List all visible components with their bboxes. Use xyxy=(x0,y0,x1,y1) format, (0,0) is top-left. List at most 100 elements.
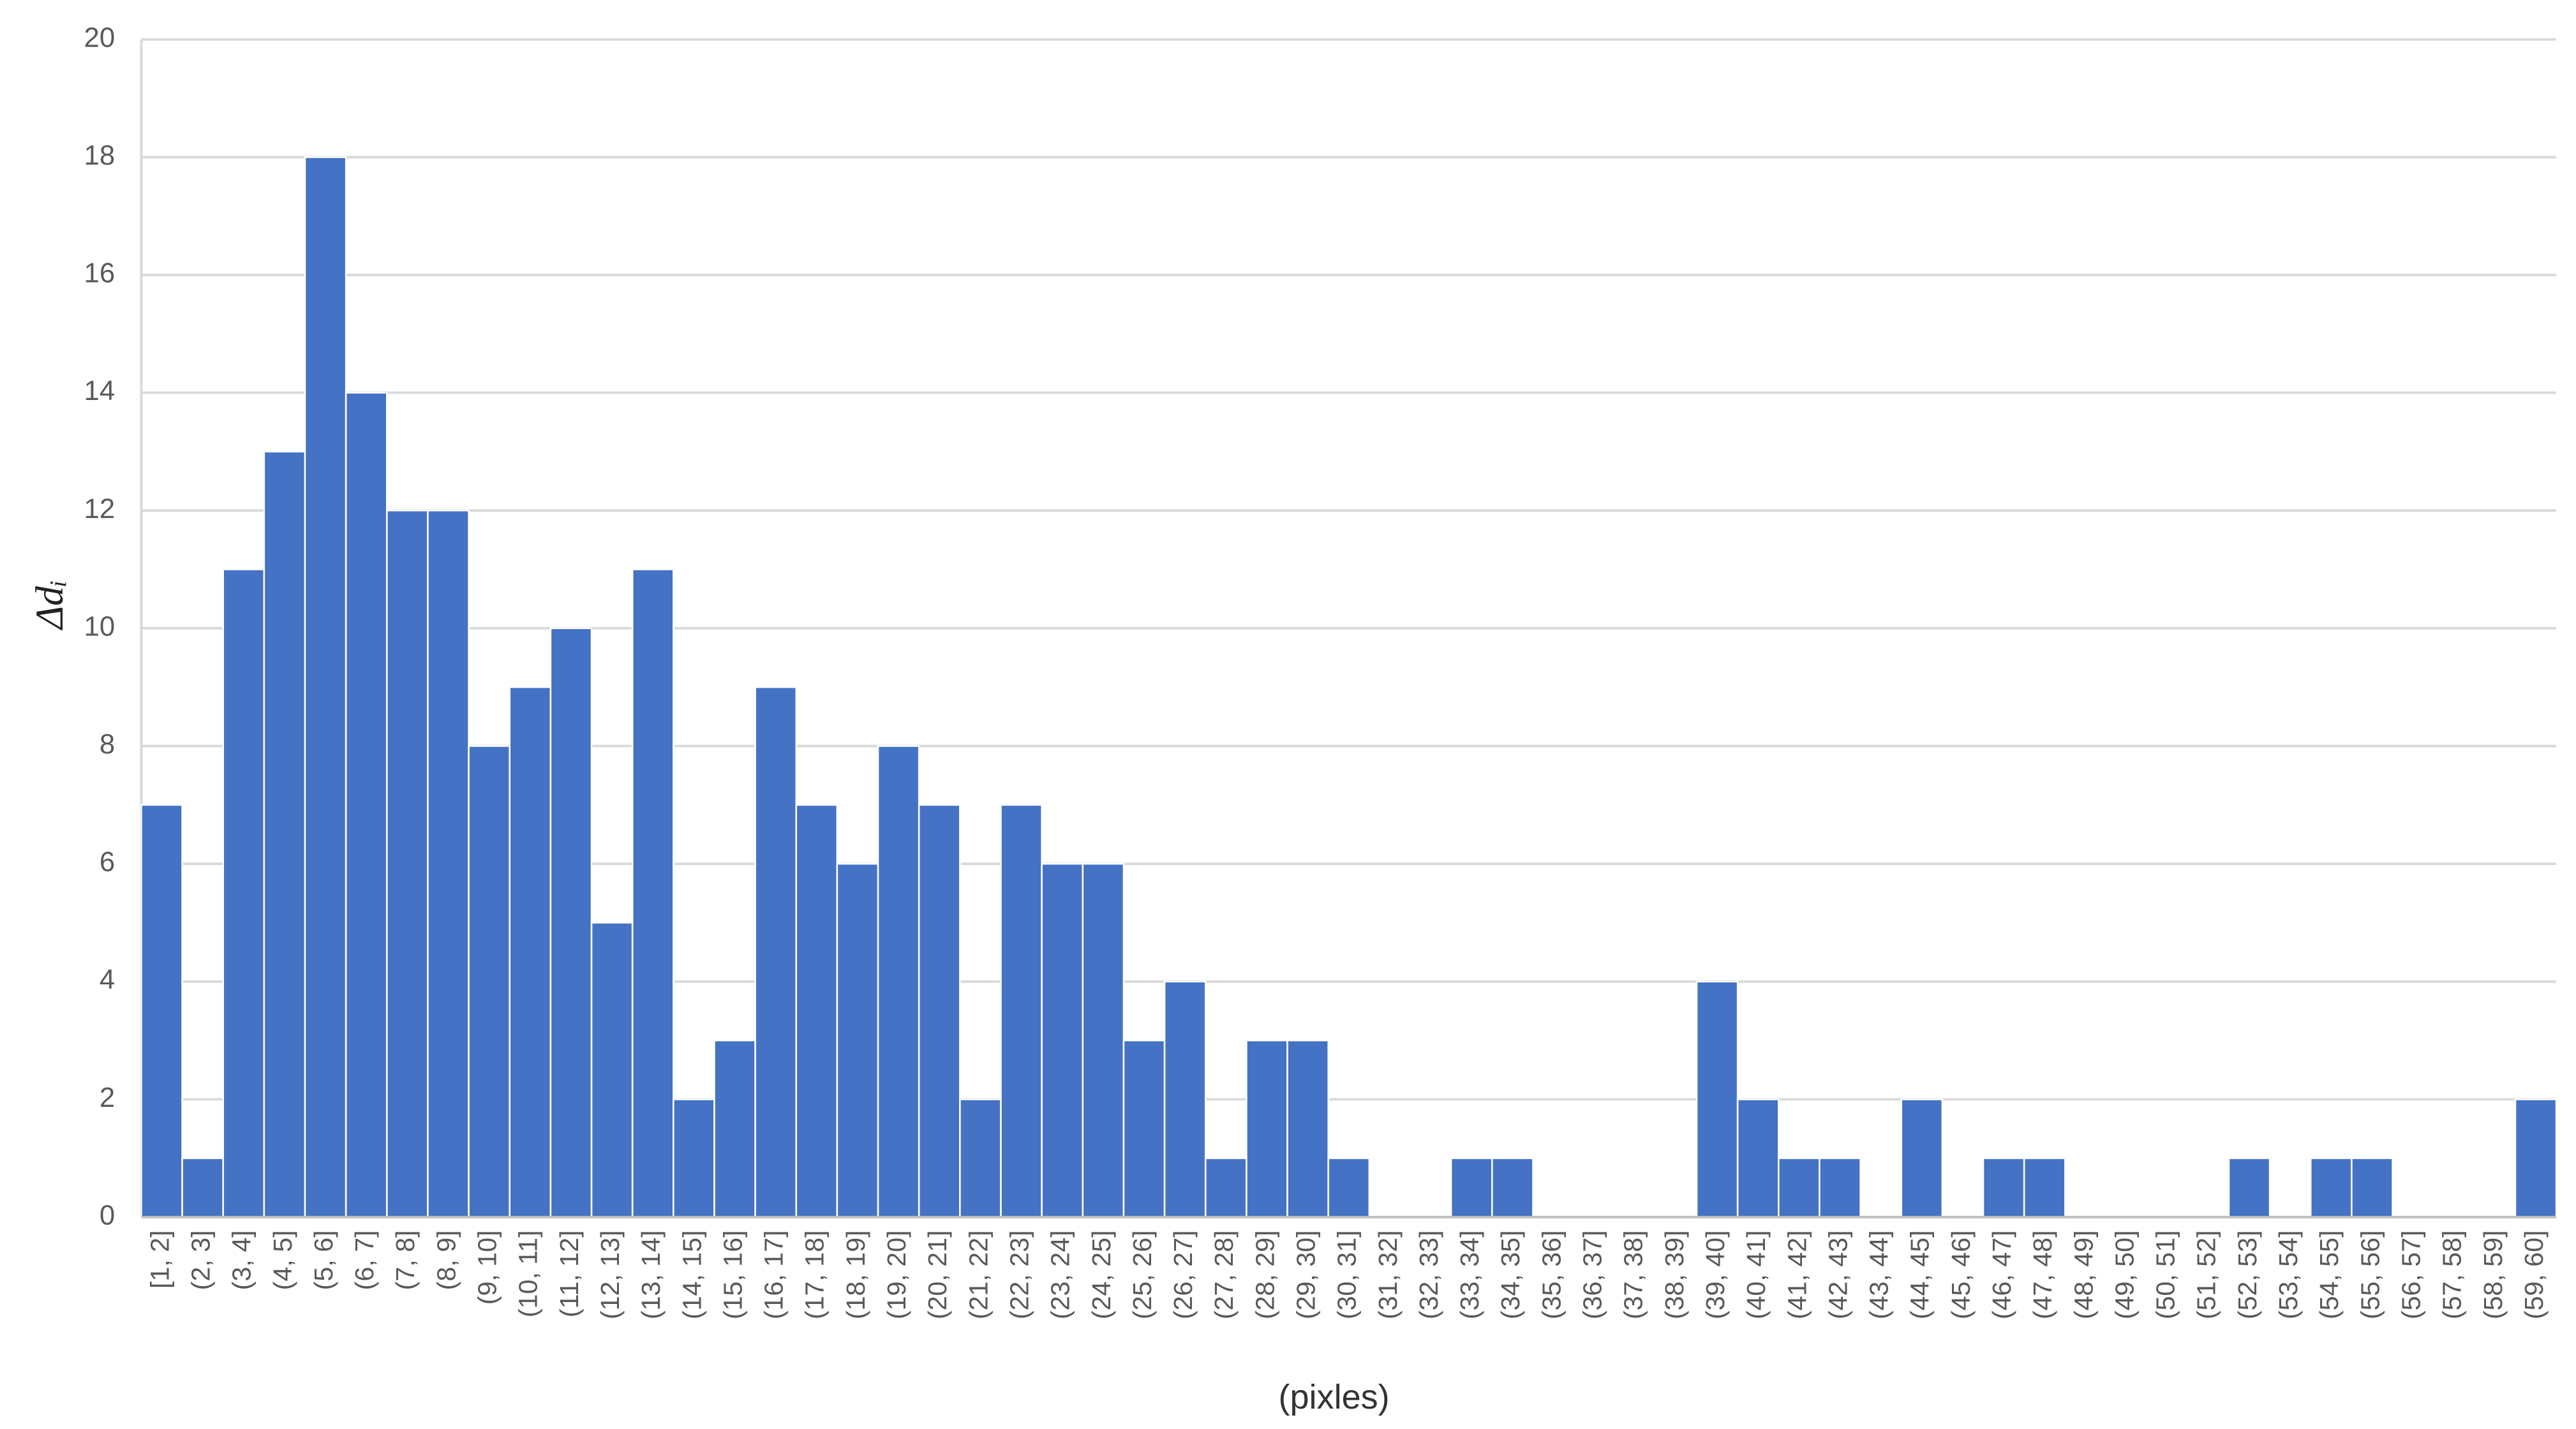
bar xyxy=(1778,1157,1820,1218)
x-tick-label: (46, 47] xyxy=(1987,1230,2016,1319)
y-tick-label: 14 xyxy=(84,375,115,406)
x-tick-label: (33, 34] xyxy=(1455,1230,1484,1319)
y-tick-label: 4 xyxy=(100,964,115,995)
bar xyxy=(386,509,429,1218)
x-tick-label: (11, 12] xyxy=(555,1230,584,1317)
x-tick-label: [1, 2] xyxy=(145,1230,174,1289)
bar xyxy=(2023,1157,2066,1218)
bar xyxy=(795,804,838,1218)
bar xyxy=(2514,1098,2557,1218)
bar xyxy=(1450,1157,1493,1218)
y-tick-label: 16 xyxy=(84,258,115,289)
bar xyxy=(2351,1157,2394,1218)
x-tick-label: (15, 16] xyxy=(718,1230,747,1319)
x-tick-label: (35, 36] xyxy=(1537,1230,1566,1319)
x-tick-label: (37, 38] xyxy=(1619,1230,1648,1319)
x-tick-label: (59, 60] xyxy=(2519,1230,2549,1319)
x-tick-label: (39, 40] xyxy=(1701,1230,1730,1319)
x-tick-label: (51, 52] xyxy=(2192,1230,2221,1319)
x-tick-label: (10, 11] xyxy=(514,1230,543,1317)
x-tick-label: (21, 22] xyxy=(964,1230,993,1319)
x-tick-label: (43, 44] xyxy=(1865,1230,1894,1319)
y-tick-label: 18 xyxy=(84,140,115,171)
x-tick-label: (20, 21] xyxy=(923,1230,952,1319)
x-tick-label: (14, 15] xyxy=(677,1230,706,1319)
bar xyxy=(1982,1157,2025,1218)
x-tick-label: (2, 3] xyxy=(186,1230,216,1290)
x-tick-label: (27, 28] xyxy=(1209,1230,1239,1319)
x-tick-label: (26, 27] xyxy=(1168,1230,1198,1319)
y-tick-label: 6 xyxy=(100,847,115,878)
x-tick-label: (53, 54] xyxy=(2274,1230,2303,1319)
y-tick-label: 0 xyxy=(100,1199,115,1231)
bar xyxy=(2309,1157,2353,1218)
bar xyxy=(1491,1157,1534,1218)
bar xyxy=(1204,1157,1247,1218)
x-tick-label: (49, 50] xyxy=(2110,1230,2139,1319)
y-tick-label: 12 xyxy=(84,493,115,524)
bar xyxy=(754,686,798,1218)
bar xyxy=(1900,1098,1944,1218)
bar xyxy=(1163,981,1207,1218)
x-tick-label: (29, 30] xyxy=(1291,1230,1320,1319)
x-axis-title: (pixles) xyxy=(1278,1378,1389,1416)
x-tick-label: (38, 39] xyxy=(1660,1230,1689,1319)
x-tick-label: (18, 19] xyxy=(841,1230,870,1319)
bar xyxy=(2228,1157,2271,1218)
x-tick-label: (41, 42] xyxy=(1782,1230,1812,1319)
x-tick-label: (30, 31] xyxy=(1332,1230,1362,1319)
bar xyxy=(959,1098,1002,1218)
x-tick-label: (25, 26] xyxy=(1128,1230,1157,1319)
bar xyxy=(1695,981,1739,1218)
bar xyxy=(1000,804,1043,1218)
x-tick-label: (6, 7] xyxy=(350,1230,379,1290)
bar xyxy=(549,627,593,1218)
x-tick-label: (7, 8] xyxy=(391,1230,420,1290)
x-tick-label: (12, 13] xyxy=(595,1230,625,1319)
bar xyxy=(140,804,183,1218)
bar xyxy=(836,863,879,1218)
x-tick-label: (45, 46] xyxy=(1946,1230,1976,1319)
bar xyxy=(673,1098,715,1218)
y-tick-label: 20 xyxy=(84,22,115,53)
x-tick-label: (57, 58] xyxy=(2438,1230,2467,1319)
x-tick-label: (34, 35] xyxy=(1496,1230,1525,1319)
x-tick-label: (58, 59] xyxy=(2478,1230,2508,1319)
x-tick-label: (17, 18] xyxy=(800,1230,830,1319)
y-tick-label: 10 xyxy=(84,611,115,642)
bar xyxy=(1286,1039,1329,1218)
bar xyxy=(1041,863,1084,1218)
y-axis-title: Δdᵢ xyxy=(28,580,71,631)
x-tick-label: (42, 43] xyxy=(1823,1230,1852,1319)
bar xyxy=(304,156,347,1218)
x-tick-label: (19, 20] xyxy=(882,1230,911,1319)
bar xyxy=(1122,1039,1166,1218)
x-tick-label: (9, 10] xyxy=(473,1230,502,1305)
bar xyxy=(590,922,634,1218)
bar xyxy=(509,686,552,1218)
x-tick-label: (36, 37] xyxy=(1578,1230,1607,1319)
y-tick-label: 8 xyxy=(100,729,115,760)
x-tick-label: (4, 5] xyxy=(268,1230,297,1290)
bar xyxy=(427,509,470,1218)
x-tick-label: (47, 48] xyxy=(2028,1230,2057,1319)
x-tick-label: (13, 14] xyxy=(636,1230,666,1319)
x-tick-label: (55, 56] xyxy=(2355,1230,2385,1319)
x-tick-label: (48, 49] xyxy=(2069,1230,2098,1319)
bar xyxy=(713,1039,756,1218)
x-tick-label: (23, 24] xyxy=(1046,1230,1075,1319)
x-tick-label: (3, 4] xyxy=(227,1230,257,1290)
x-tick-label: (32, 33] xyxy=(1414,1230,1443,1319)
x-tick-label: (5, 6] xyxy=(309,1230,338,1290)
x-tick-label: (54, 55] xyxy=(2314,1230,2344,1319)
bar xyxy=(468,745,511,1218)
x-tick-label: (8, 9] xyxy=(431,1230,461,1290)
x-tick-label: (40, 41] xyxy=(1741,1230,1771,1319)
x-tick-label: (44, 45] xyxy=(1905,1230,1935,1319)
y-tick-label: 2 xyxy=(100,1082,115,1113)
bar xyxy=(345,392,388,1218)
bar xyxy=(1246,1039,1288,1218)
x-tick-label: (16, 17] xyxy=(759,1230,789,1319)
